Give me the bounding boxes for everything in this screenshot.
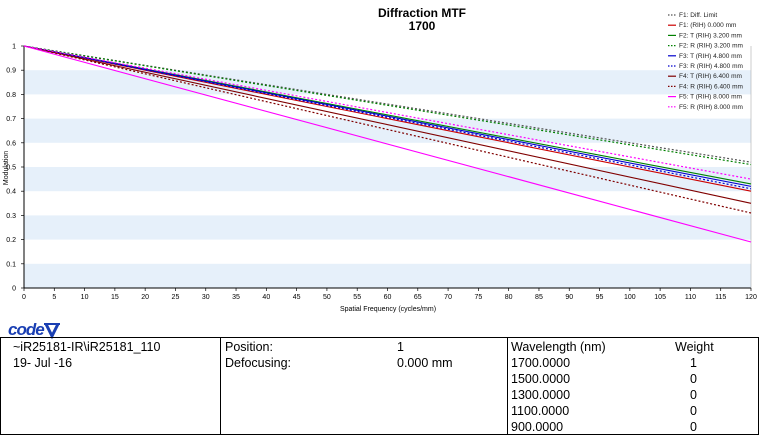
wavelength-value: 1300.0000 <box>511 388 571 402</box>
x-tick-label: 105 <box>654 294 666 301</box>
y-tick-label: 0 <box>12 286 16 293</box>
grid-band <box>24 215 751 240</box>
weight-value: 0 <box>690 372 697 386</box>
weight-value: 0 <box>690 388 697 402</box>
x-tick-label: 5 <box>52 294 56 301</box>
position-cell: Position: 1 Defocusing: 0.000 mm <box>221 338 508 435</box>
defocusing-value: 0.000 mm <box>397 356 453 370</box>
x-tick-label: 30 <box>202 294 210 301</box>
x-tick-label: 95 <box>596 294 604 301</box>
series-line <box>23 45 752 214</box>
legend-entry: F1: (RIH) 0.000 mm <box>679 22 736 29</box>
x-tick-label: 20 <box>141 294 149 301</box>
legend-entry: F4: T (RIH) 6.400 mm <box>679 73 742 80</box>
x-tick-label: 60 <box>384 294 392 301</box>
y-ticks: 0 0.1 0.2 0.3 0.4 0.5 0.6 0.7 0.8 0.9 1 <box>6 44 24 293</box>
x-tick-label: 115 <box>715 294 726 301</box>
mtf-chart: Diffraction MTF 1700 0 5 10 15 20 25 30 35 40 45 5… <box>3 6 757 313</box>
grid-band <box>24 70 751 95</box>
y-tick-label: 0.9 <box>6 68 16 75</box>
legend-entry: F1: Diff. Limit <box>679 12 717 19</box>
y-tick-label: 0.7 <box>6 116 16 123</box>
series-line <box>23 45 752 166</box>
info-footer: ~iR25181-IR\iR25181_110 19- Jul -16 Posi… <box>0 337 759 435</box>
y-tick-label: 0.3 <box>6 213 16 220</box>
x-tick-label: 0 <box>22 294 26 301</box>
legend-entry: F5: T (RIH) 8.000 mm <box>679 94 742 101</box>
date: 19- Jul -16 <box>13 356 73 370</box>
x-ticks: 0 5 10 15 20 25 30 35 40 45 50 55 60 65 70 75 80 85 90 95 10… <box>22 288 757 301</box>
y-tick-label: 0.5 <box>6 165 16 172</box>
weight-header: Weight <box>675 340 714 354</box>
codev-logo: code <box>8 320 64 345</box>
defocusing-label: Defocusing: <box>225 356 292 370</box>
series-line <box>23 45 752 180</box>
legend-entry: F2: T (RIH) 3.200 mm <box>679 32 742 39</box>
y-tick-label: 0.4 <box>6 189 16 196</box>
file-path: ~iR25181-IR\iR25181_110 <box>13 340 161 354</box>
weight-value: 0 <box>690 404 697 418</box>
x-tick-label: 80 <box>505 294 513 301</box>
codev-logo-icon: code <box>8 320 60 340</box>
legend-entry: F3: R (RIH) 4.800 mm <box>679 63 743 70</box>
legend-entry: F2: R (RIH) 3.200 mm <box>679 43 743 50</box>
svg-text:code: code <box>8 320 44 339</box>
legend-entry: F3: T (RIH) 4.800 mm <box>679 53 742 60</box>
wavelength-header: Wavelength (nm) <box>511 340 606 354</box>
position-value: 1 <box>397 340 404 354</box>
y-tick-label: 0.2 <box>6 237 16 244</box>
grid-band <box>24 118 751 143</box>
y-tick-label: 0.1 <box>6 261 16 268</box>
x-tick-label: 55 <box>353 294 361 301</box>
position-label: Position: <box>225 340 273 354</box>
file-info-cell: ~iR25181-IR\iR25181_110 19- Jul -16 <box>1 338 221 435</box>
legend: F1: Diff. Limit F1: (RIH) 0.000 mm F2: T (… <box>668 12 743 111</box>
wavelength-value: 1700.0000 <box>511 356 571 370</box>
x-tick-label: 100 <box>624 294 636 301</box>
y-axis-label: Modulation <box>3 151 10 185</box>
wavelength-cell: Wavelength (nm) Weight 1700.0000 1 1500.… <box>508 338 760 435</box>
series-line <box>23 45 752 204</box>
series-line <box>23 45 752 187</box>
y-tick-label: 1 <box>12 44 16 51</box>
x-tick-label: 45 <box>293 294 301 301</box>
x-tick-label: 25 <box>172 294 180 301</box>
series-line <box>23 45 752 163</box>
x-tick-label: 90 <box>565 294 573 301</box>
series-lines <box>23 45 752 243</box>
x-tick-label: 35 <box>232 294 240 301</box>
wavelength-value: 1500.0000 <box>511 372 571 386</box>
x-axis-label: Spatial Frequency (cycles/mm) <box>340 306 436 313</box>
x-tick-label: 75 <box>474 294 482 301</box>
y-tick-label: 0.6 <box>6 140 16 147</box>
chart-subtitle: 1700 <box>409 19 436 33</box>
x-tick-label: 10 <box>81 294 89 301</box>
y-tick-label: 0.8 <box>6 92 16 99</box>
grid-band <box>24 263 751 288</box>
x-tick-label: 50 <box>323 294 331 301</box>
x-tick-label: 15 <box>111 294 119 301</box>
x-tick-label: 40 <box>262 294 270 301</box>
series-line <box>23 45 752 243</box>
grid-band <box>24 167 751 192</box>
x-tick-label: 120 <box>745 294 757 301</box>
x-tick-label: 110 <box>685 294 696 301</box>
x-tick-label: 65 <box>414 294 422 301</box>
weight-value: 0 <box>690 420 697 434</box>
legend-entry: F4: R (RIH) 6.400 mm <box>679 83 743 90</box>
x-tick-label: 70 <box>444 294 452 301</box>
wavelength-value: 1100.0000 <box>511 404 570 418</box>
wavelength-value: 900.0000 <box>511 420 564 434</box>
legend-entry: F5: R (RIH) 8.000 mm <box>679 104 743 111</box>
weight-value: 1 <box>690 356 697 370</box>
series-line <box>23 45 752 192</box>
x-tick-label: 85 <box>535 294 543 301</box>
chart-title: Diffraction MTF <box>378 6 466 20</box>
series-line <box>23 45 752 190</box>
